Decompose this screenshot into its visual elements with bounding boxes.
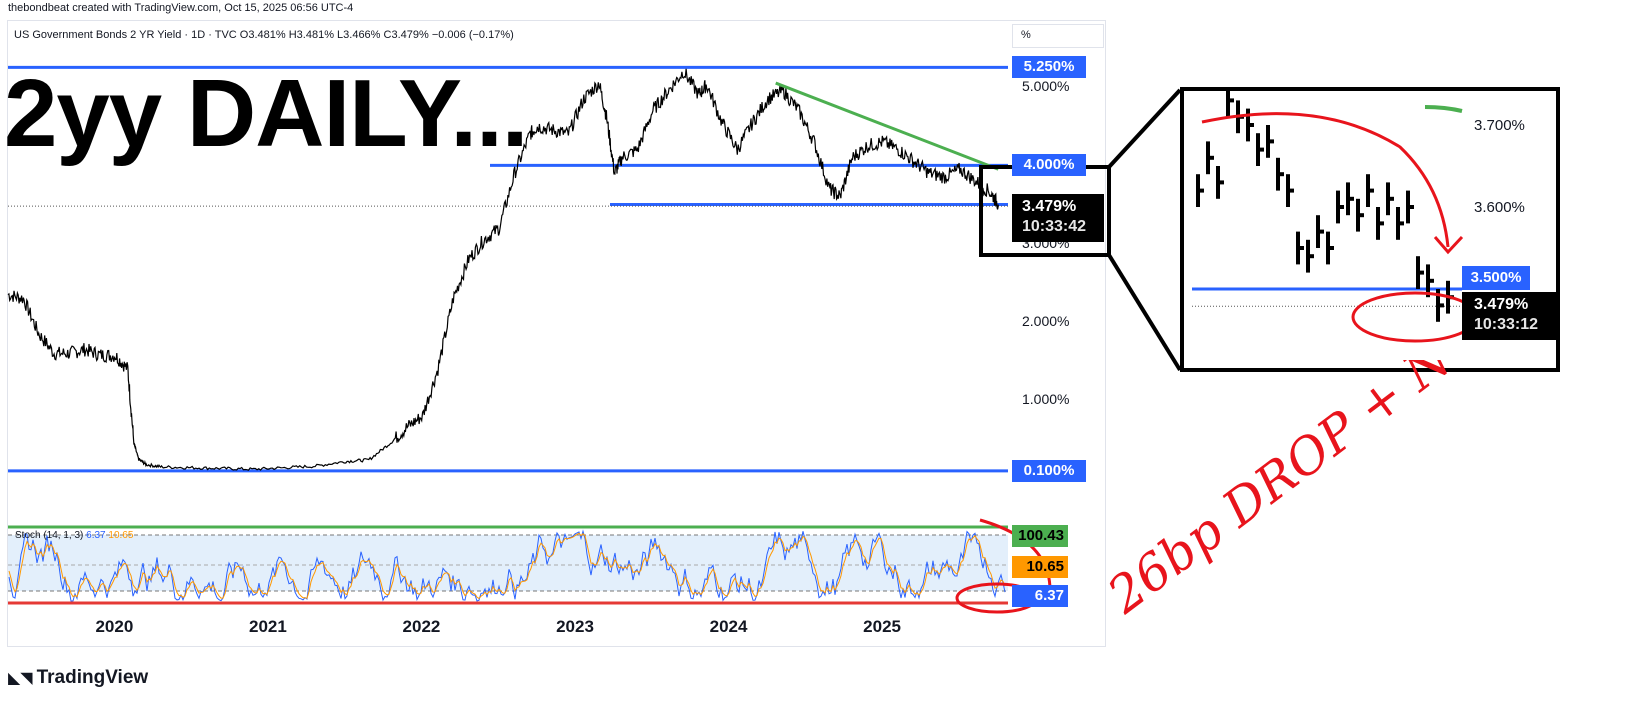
x-tick-label: 2021 (249, 617, 287, 636)
marker-arrow (979, 518, 1052, 591)
yield-series-line (7, 68, 999, 471)
symbol-legend[interactable]: US Government Bonds 2 YR Yield · 1D · TV… (14, 29, 514, 41)
y-tick-label: 5.000% (1022, 78, 1070, 94)
annotation-title: 2yy DAILY... (4, 60, 528, 167)
stoch-k-line (8, 529, 1006, 602)
level-tag: 0.100% (1012, 459, 1086, 482)
zoom-connector-top (1107, 88, 1182, 169)
tradingview-logo[interactable]: ◣◥ TradingView (8, 667, 148, 689)
level-tag: 4.000% (1012, 154, 1086, 177)
handwritten-note-text: 26bp DROP + NOW overbought... (1097, 360, 1575, 625)
inset-price-label: 3.479% 10:33:12 (1462, 292, 1556, 340)
stoch-upper-tag: 100.43 (1012, 525, 1068, 547)
unit-selector[interactable]: % (1012, 24, 1104, 48)
inset-price-value: 3.479% (1474, 296, 1529, 313)
attribution-text: thebondbeat created with TradingView.com… (8, 2, 354, 14)
stoch-d-value: 10.65 (108, 530, 134, 541)
inset-y-label-1: 3.700% (1474, 117, 1525, 134)
stoch-d-line (8, 532, 1006, 600)
x-tick-label: 2020 (95, 617, 134, 636)
x-tick-label: 2022 (402, 617, 441, 636)
x-tick-label: 2024 (709, 617, 748, 636)
x-tick-label: 2025 (863, 617, 901, 636)
stoch-k-tag: 6.37 (1012, 585, 1068, 607)
level-tag: 5.250% (1012, 56, 1086, 79)
last-price-value: 3.479% (1022, 198, 1077, 215)
stoch-label: Stoch (14, 1, 3) (15, 530, 84, 541)
bar-countdown: 10:33:42 (1022, 218, 1087, 235)
stoch-k-value: 6.37 (86, 530, 106, 541)
inset-circle (1351, 291, 1479, 343)
last-price-label: 3.479% 10:33:42 (1012, 194, 1104, 242)
x-tick-label: 2023 (556, 617, 594, 636)
tv-logo-icon: ◣◥ (8, 670, 33, 687)
inset-level-tag: 3.500% (1462, 266, 1530, 290)
handwritten-note: 26bp DROP + NOW overbought... (1097, 360, 1575, 625)
unit-label: % (1021, 29, 1031, 41)
tv-logo-text: TradingView (36, 667, 149, 688)
zoom-inset-chart (1192, 87, 1479, 343)
downtrend-line (775, 81, 999, 171)
inset-countdown: 10:33:12 (1474, 316, 1539, 333)
stoch-d-tag: 10.65 (1012, 556, 1068, 578)
y-tick-label: 1.000% (1022, 391, 1070, 408)
inset-arrow-head (1433, 235, 1464, 255)
chart-pane[interactable] (7, 20, 1106, 647)
stoch-legend[interactable]: Stoch (14, 1, 3) 6.37 10.65 (15, 530, 133, 541)
y-tick-label: 2.000% (1022, 313, 1070, 329)
inset-arrow (1201, 112, 1450, 248)
inset-y-label-2: 3.600% (1474, 199, 1525, 216)
inset-trend-segment (1424, 105, 1463, 113)
zoom-connector-bottom (1107, 253, 1182, 372)
